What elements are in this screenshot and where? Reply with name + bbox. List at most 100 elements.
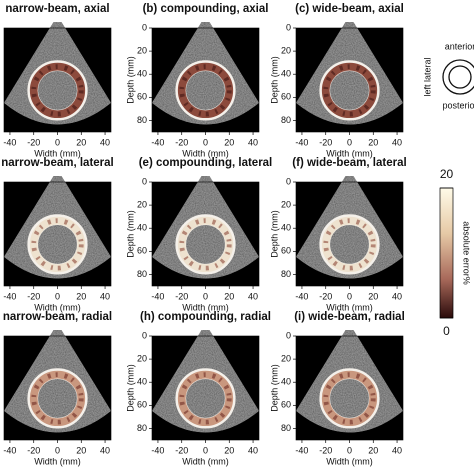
x-tick-label: 0 [347, 445, 352, 455]
x-tick-label: -20 [319, 445, 332, 455]
y-axis-label: Depth (mm) [269, 56, 279, 104]
y-tick-label: 60 [137, 246, 147, 256]
x-tick-label: -20 [319, 291, 332, 301]
x-tick-label: -20 [175, 445, 188, 455]
x-tick-label: -20 [27, 137, 40, 147]
x-tick-label: -40 [295, 445, 308, 455]
x-axis-label: Width (mm) [182, 148, 229, 158]
panel-title: (h) compounding, radial [140, 311, 271, 323]
x-tick-label: 0 [203, 445, 208, 455]
y-axis-label: Depth (mm) [125, 210, 135, 258]
x-axis-label: Width (mm) [326, 456, 373, 466]
x-tick-label: -20 [175, 137, 188, 147]
ring-texture [179, 372, 232, 425]
y-tick-label: 20 [281, 199, 291, 209]
y-tick-label: 0 [142, 22, 147, 32]
y-tick-label: 60 [137, 92, 147, 102]
y-tick-label: 20 [137, 199, 147, 209]
x-axis-label: Width (mm) [34, 302, 81, 312]
y-axis-label: Depth (mm) [125, 56, 135, 104]
x-tick-label: 20 [76, 137, 86, 147]
x-tick-label: -20 [27, 291, 40, 301]
y-tick-label: 40 [281, 69, 291, 79]
x-tick-label: -40 [3, 137, 16, 147]
x-tick-label: 20 [76, 445, 86, 455]
panel: (f) wide-beam, lateral -40 -20 0 20 40 Width (… [269, 157, 406, 312]
panel: narrow-beam, radial -40 -20 0 20 40 Width (mm) [3, 311, 112, 466]
ring-texture [179, 64, 232, 117]
x-tick-label: 0 [55, 445, 60, 455]
y-tick-label: 60 [137, 400, 147, 410]
ring-texture [323, 64, 376, 117]
x-tick-label: 20 [224, 137, 234, 147]
y-tick-label: 20 [281, 353, 291, 363]
ring-texture [323, 218, 376, 271]
x-tick-label: 0 [203, 137, 208, 147]
x-tick-label: 40 [392, 445, 402, 455]
panel-title: narrow-beam, radial [3, 311, 112, 323]
y-tick-label: 80 [281, 423, 291, 433]
panel-title: (e) compounding, lateral [139, 157, 273, 169]
y-tick-label: 40 [137, 223, 147, 233]
y-tick-label: 0 [286, 22, 291, 32]
x-tick-label: 0 [347, 137, 352, 147]
x-axis-label: Width (mm) [182, 302, 229, 312]
x-tick-label: -40 [3, 445, 16, 455]
panel: (b) compounding, axial -40 -20 0 20 40 Width (… [125, 3, 268, 158]
y-tick-label: 40 [137, 377, 147, 387]
y-tick-label: 40 [137, 69, 147, 79]
x-tick-label: 20 [76, 291, 86, 301]
x-tick-label: 0 [55, 291, 60, 301]
y-tick-label: 20 [137, 353, 147, 363]
x-tick-label: -40 [151, 445, 164, 455]
x-tick-label: 20 [224, 291, 234, 301]
panel-title: (i) wide-beam, radial [294, 311, 405, 323]
ring-texture [31, 64, 84, 117]
y-tick-label: 80 [281, 115, 291, 125]
x-tick-label: 0 [203, 291, 208, 301]
x-axis-label: Width (mm) [182, 456, 229, 466]
y-tick-label: 0 [142, 176, 147, 186]
y-tick-label: 0 [142, 330, 147, 340]
x-tick-label: 40 [248, 291, 258, 301]
y-tick-label: 80 [137, 115, 147, 125]
x-axis-label: Width (mm) [326, 148, 373, 158]
x-tick-label: 40 [392, 291, 402, 301]
x-tick-label: -20 [319, 137, 332, 147]
panel: (h) compounding, radial -40 -20 0 20 40 Width … [125, 311, 271, 466]
y-tick-label: 80 [137, 423, 147, 433]
x-tick-label: 40 [100, 291, 110, 301]
x-tick-label: -20 [27, 445, 40, 455]
x-tick-label: -40 [295, 291, 308, 301]
x-tick-label: -40 [295, 137, 308, 147]
x-tick-label: -40 [3, 291, 16, 301]
orientation-top: anterior [445, 41, 474, 51]
panel-title: (b) compounding, axial [143, 3, 269, 15]
panel: (i) wide-beam, radial -40 -20 0 20 40 Width (m… [269, 311, 404, 466]
y-tick-label: 20 [281, 45, 291, 55]
y-axis-label: Depth (mm) [269, 210, 279, 258]
x-tick-label: 0 [347, 291, 352, 301]
y-tick-label: 60 [281, 246, 291, 256]
y-tick-label: 60 [281, 92, 291, 102]
y-tick-label: 60 [281, 400, 291, 410]
y-axis-label: Depth (mm) [269, 364, 279, 412]
x-axis-label: Width (mm) [34, 456, 81, 466]
panel: narrow-beam, axial -40 -20 0 20 40 Width (mm) [3, 3, 112, 158]
panel-title: narrow-beam, axial [5, 3, 109, 15]
x-axis-label: Width (mm) [326, 302, 373, 312]
x-tick-label: 20 [368, 445, 378, 455]
x-tick-label: 40 [392, 137, 402, 147]
panel: narrow-beam, lateral -40 -20 0 20 40 Width (mm… [1, 157, 113, 312]
ring-texture [323, 372, 376, 425]
orientation-left: left lateral [422, 57, 432, 96]
x-axis-label: Width (mm) [34, 148, 81, 158]
ring-texture [31, 218, 84, 271]
y-tick-label: 40 [281, 223, 291, 233]
y-tick-label: 80 [137, 269, 147, 279]
x-tick-label: -40 [151, 291, 164, 301]
x-tick-label: 40 [248, 445, 258, 455]
ring-texture [31, 372, 84, 425]
y-tick-label: 80 [281, 269, 291, 279]
